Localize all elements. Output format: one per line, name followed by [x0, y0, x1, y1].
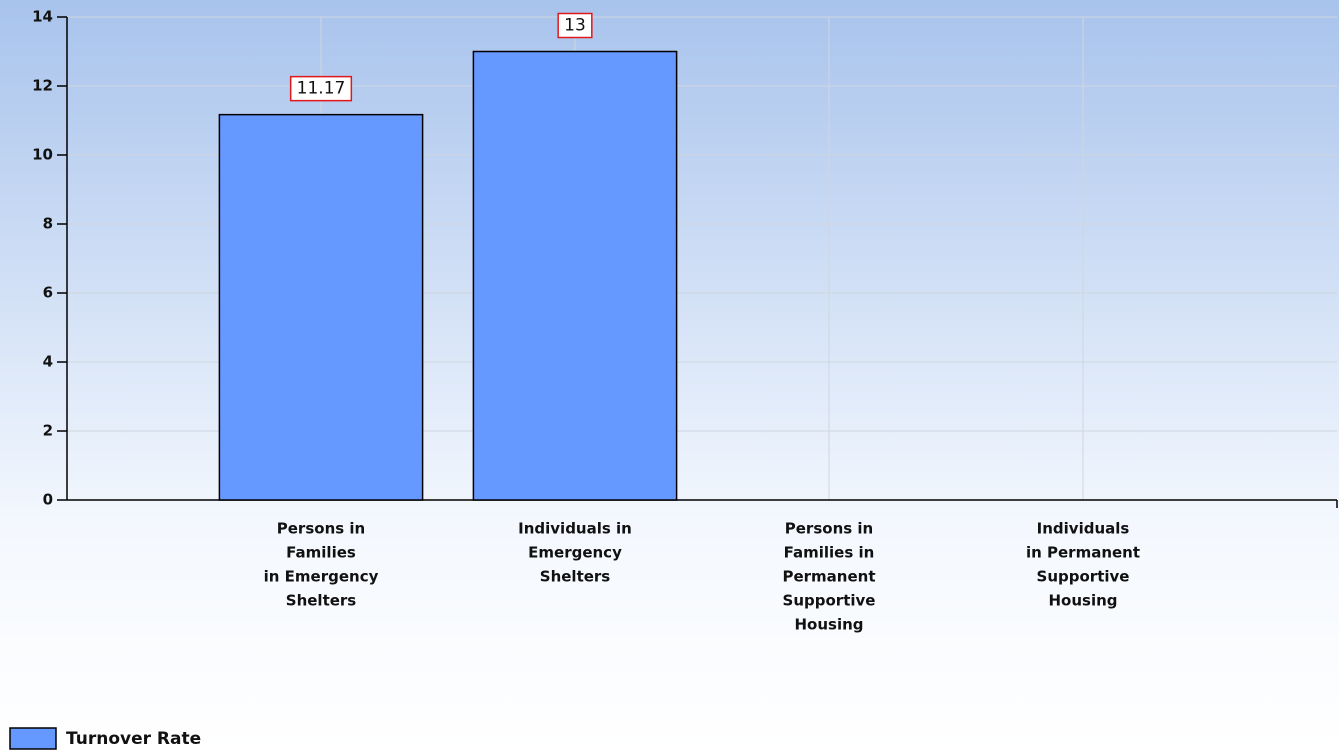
y-tick-label: 8 [43, 215, 53, 233]
bar [218, 113, 424, 501]
y-tick-label: 0 [43, 491, 53, 509]
data-label: 11.17 [297, 79, 346, 99]
y-tick-label: 12 [32, 77, 53, 95]
x-tick-label: Persons in [277, 520, 365, 538]
x-tick-label: Supportive [1037, 568, 1130, 586]
x-tick-label: Shelters [286, 592, 357, 610]
x-tick-label: Individuals in [518, 520, 632, 538]
x-tick-label: Shelters [540, 568, 611, 586]
y-tick-label: 10 [32, 146, 53, 164]
y-tick-label: 6 [43, 284, 53, 302]
y-tick-label: 2 [43, 422, 53, 440]
x-tick-label: Housing [1048, 592, 1117, 610]
legend-swatch [9, 727, 57, 750]
legend-label: Turnover Rate [66, 729, 201, 749]
x-tick-label: Permanent [782, 568, 875, 586]
x-tick-label: Families [286, 544, 356, 562]
y-tick-label: 14 [32, 8, 53, 26]
x-tick-label: Housing [794, 616, 863, 634]
data-label-box [289, 75, 353, 102]
x-tick-label: Emergency [528, 544, 622, 562]
x-tick-label: Persons in [785, 520, 873, 538]
data-label: 13 [564, 16, 586, 36]
x-tick-label: in Emergency [264, 568, 379, 586]
x-tick-label: Individuals [1037, 520, 1130, 538]
x-tick-label: Families in [784, 544, 875, 562]
x-tick-label: in Permanent [1026, 544, 1140, 562]
y-tick-label: 4 [43, 353, 53, 371]
data-label-box [557, 12, 593, 39]
x-tick-label: Supportive [783, 592, 876, 610]
bar [472, 50, 678, 501]
